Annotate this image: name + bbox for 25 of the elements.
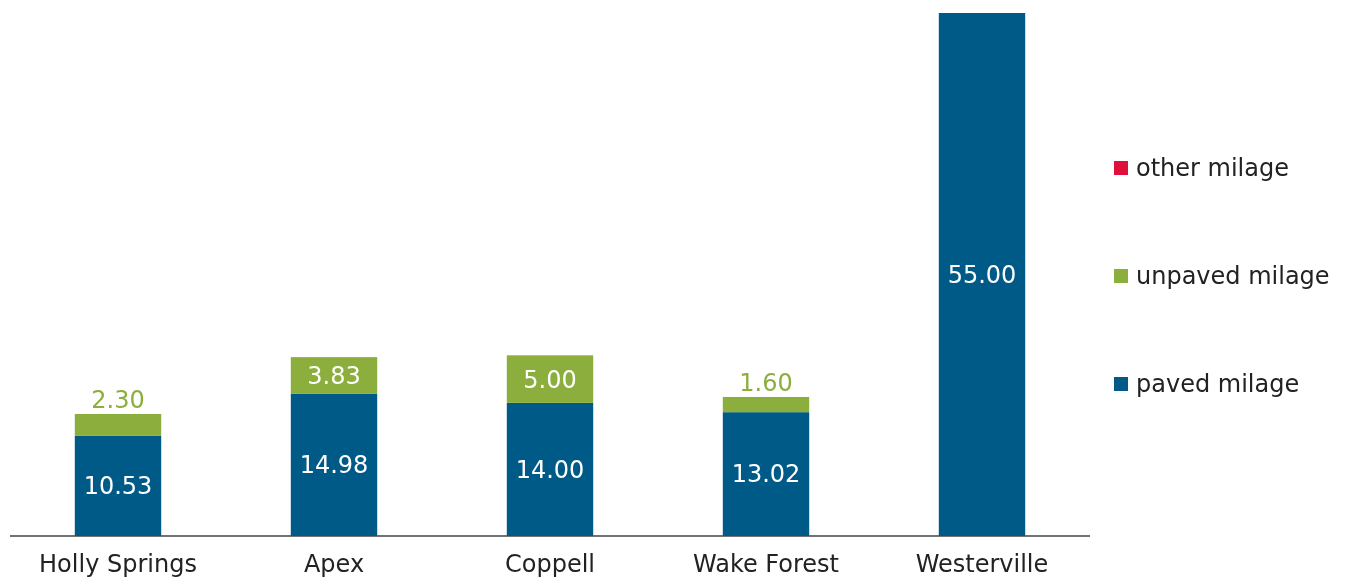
bar — [290, 393, 378, 536]
legend-label: other milage — [1136, 154, 1289, 183]
data-label: 14.00 — [515, 455, 585, 484]
data-label: 55.00 — [947, 260, 1017, 289]
bar — [506, 355, 594, 403]
x-tick-label: Coppell — [504, 550, 596, 578]
data-label: 1.60 — [739, 369, 793, 398]
bar — [722, 412, 810, 536]
x-tick-label: Apex — [303, 550, 365, 578]
bar — [74, 435, 162, 536]
bar — [938, 13, 1026, 536]
legend-label: paved milage — [1136, 370, 1300, 399]
x-tick-label: Wake Forest — [693, 550, 839, 578]
data-label: 10.53 — [83, 472, 153, 501]
bar — [722, 396, 810, 413]
data-label: 13.02 — [731, 460, 801, 489]
data-label: 14.98 — [299, 451, 369, 480]
legend-label: unpaved milage — [1136, 262, 1330, 291]
bar — [506, 402, 594, 536]
data-label: 3.83 — [307, 361, 361, 390]
data-label: 2.30 — [91, 386, 145, 415]
data-label: 5.00 — [523, 365, 577, 394]
x-tick-label: Holly Springs — [39, 550, 197, 578]
x-tick-label: Westerville — [915, 550, 1049, 578]
bar — [74, 414, 162, 436]
